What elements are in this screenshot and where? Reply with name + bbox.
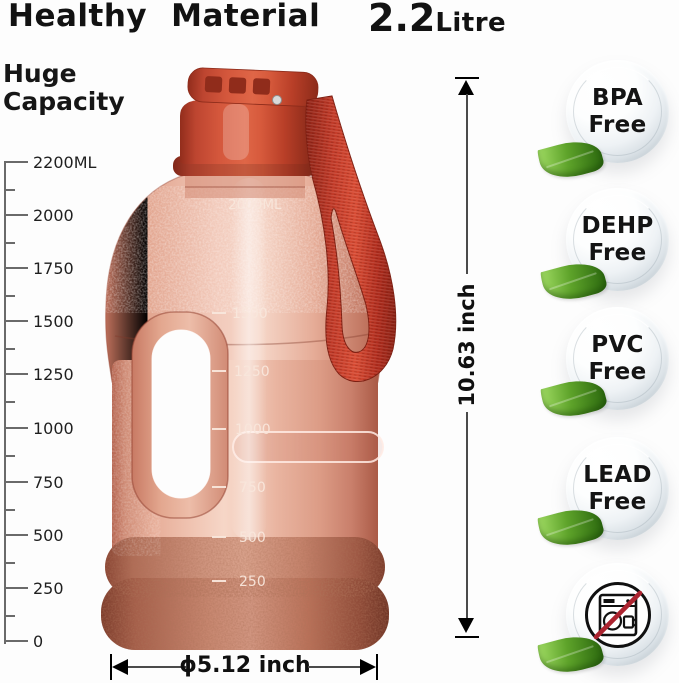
dim-cap-bottom (455, 636, 479, 638)
bubble-ring (573, 314, 662, 403)
dim-line-lower (466, 412, 468, 618)
volume-unit: Litre (435, 8, 507, 38)
dim-line-upper (466, 94, 468, 274)
ruler-label: 1250 (33, 364, 74, 384)
ruler-minor-tick (4, 401, 15, 403)
ruler-label: 2000 (33, 205, 74, 225)
ruler-minor-tick (4, 562, 15, 564)
badge-text-line1: DEHP (581, 212, 654, 239)
carry-strap (305, 95, 397, 383)
cap-hinge-pin (272, 95, 282, 105)
dim-line-right (308, 666, 360, 668)
ruler-label: 750 (33, 472, 64, 492)
ruler-major-tick: 250 (4, 578, 64, 598)
badge-text-line2: Free (588, 239, 647, 266)
bottle-marking: 250 (239, 574, 266, 590)
ruler-minor-tick (4, 455, 15, 457)
ruler-label: 1750 (33, 258, 74, 278)
volume-value: 2.2 (368, 0, 436, 40)
diameter-value: ϕ5.12 inch (179, 653, 311, 678)
badge-no-dishwasher (566, 563, 669, 666)
bottle-marking: 2000ML (228, 197, 282, 213)
ruler-major-tick: 750 (4, 472, 64, 492)
ruler-label: 2200ML (33, 152, 97, 172)
dim-cap-right (376, 654, 378, 680)
dim-cap-top (455, 77, 479, 79)
ruler-minor-tick (4, 509, 15, 511)
volume-label: 2.2 Litre (368, 0, 506, 40)
ruler-major-tick: 1250 (4, 364, 74, 384)
height-value: 10.63 inch (455, 283, 479, 407)
ruler-major-tick: 0 (4, 631, 43, 651)
ruler-major-tick: 2200ML (4, 152, 96, 172)
no-dishwasher-icon (584, 581, 651, 648)
bottle-marking: 1000 (235, 422, 271, 438)
badge-text-line1: PVC (591, 331, 644, 358)
ruler-major-tick: 1000 (4, 418, 74, 438)
badge-text-line2: Free (588, 488, 647, 515)
huge-capacity-line1: Huge (3, 59, 77, 88)
handle-cutout (151, 329, 211, 499)
ruler-label: 250 (33, 578, 64, 598)
arrow-left-icon (112, 659, 128, 675)
bubble-ring (573, 67, 662, 156)
badge-text-line1: BPA (592, 84, 643, 111)
ruler-major-tick: 2000 (4, 205, 74, 225)
arrow-down-icon (458, 618, 474, 633)
bubble-ring (573, 195, 662, 284)
water-bottle-illustration: 2000ML 1500 1250 1000 750 500 250 (101, 67, 397, 650)
ruler-minor-tick (4, 242, 15, 244)
ruler-major-tick: 1750 (4, 258, 74, 278)
ruler-minor-tick (4, 295, 15, 297)
bottle-highlight (231, 178, 267, 540)
bubble-ring (573, 444, 662, 533)
ruler-major-tick: 1500 (4, 311, 74, 331)
bottle-cap (173, 67, 319, 198)
title-word-2: Material (171, 0, 321, 34)
ruler-minor-tick (4, 615, 15, 617)
huge-capacity-label: Huge Capacity (3, 60, 125, 116)
bubble-ring (573, 570, 662, 659)
ruler-label: 1500 (33, 311, 74, 331)
ruler-minor-tick (4, 189, 15, 191)
arrow-up-icon (458, 80, 474, 95)
page-title: Healthy Material (8, 0, 320, 36)
cap-carry-loop (187, 67, 319, 107)
badge-text-line2: Free (588, 111, 647, 138)
title-word-1: Healthy (8, 0, 148, 34)
dim-cap-left (110, 654, 112, 680)
badge-text-line1: LEAD (583, 461, 652, 488)
bottle-marking: 1500 (232, 306, 268, 322)
ruler-major-tick: 500 (4, 525, 64, 545)
dim-line-left (128, 666, 186, 668)
ruler-label: 500 (33, 525, 64, 545)
bottle-marking: 1250 (234, 364, 270, 380)
ruler-minor-tick (4, 348, 15, 350)
bottle-marking: 500 (239, 530, 266, 546)
bottle-marking: 750 (239, 480, 266, 496)
ruler-label: 0 (33, 631, 44, 651)
arrow-right-icon (360, 659, 376, 675)
bottle-volume-scale: 2000ML 1500 1250 1000 750 500 250 (212, 197, 282, 590)
ruler-label: 1000 (33, 418, 74, 438)
huge-capacity-line2: Capacity (3, 87, 125, 116)
badge-text-line2: Free (588, 358, 647, 385)
